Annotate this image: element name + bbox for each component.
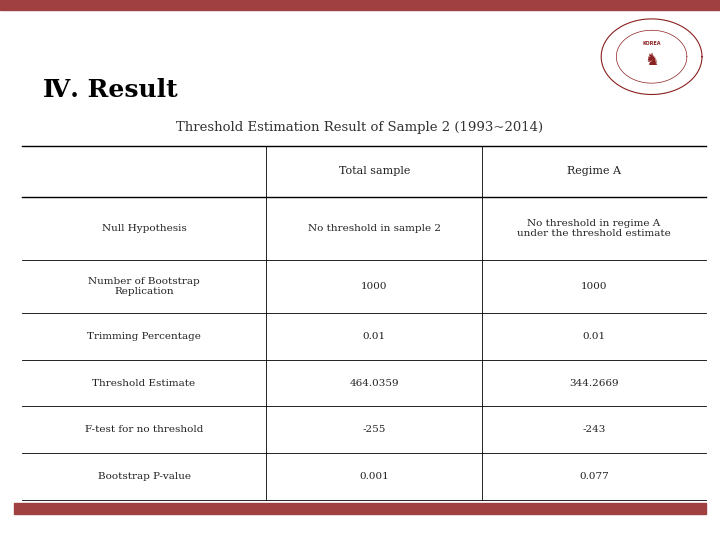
Text: 1000: 1000: [581, 282, 607, 291]
Text: Trimming Percentage: Trimming Percentage: [87, 332, 201, 341]
Text: -243: -243: [582, 425, 606, 434]
Text: Total sample: Total sample: [338, 166, 410, 177]
Text: Threshold Estimate: Threshold Estimate: [92, 379, 196, 388]
Text: Bootstrap P-value: Bootstrap P-value: [97, 472, 191, 481]
Bar: [14, 503, 706, 514]
Text: Ⅳ. Result: Ⅳ. Result: [43, 78, 178, 102]
Text: 0.077: 0.077: [579, 472, 609, 481]
Text: 464.0359: 464.0359: [350, 379, 399, 388]
Text: F-test for no threshold: F-test for no threshold: [85, 425, 203, 434]
Text: 1000: 1000: [361, 282, 387, 291]
Text: 344.2669: 344.2669: [570, 379, 618, 388]
Text: Number of Bootstrap
Replication: Number of Bootstrap Replication: [88, 277, 200, 296]
Text: No threshold in regime A
under the threshold estimate: No threshold in regime A under the thres…: [517, 219, 671, 238]
Text: 0.01: 0.01: [363, 332, 386, 341]
Text: ♞: ♞: [644, 51, 659, 70]
Text: Regime A: Regime A: [567, 166, 621, 177]
Text: -255: -255: [363, 425, 386, 434]
Text: Null Hypothesis: Null Hypothesis: [102, 224, 186, 233]
Text: Threshold Estimation Result of Sample 2 (1993~2014): Threshold Estimation Result of Sample 2 …: [176, 122, 544, 134]
Text: No threshold in sample 2: No threshold in sample 2: [308, 224, 441, 233]
Text: 0.01: 0.01: [582, 332, 606, 341]
Text: 0.001: 0.001: [359, 472, 390, 481]
Bar: [0, 0, 720, 10]
Text: KOREA: KOREA: [642, 41, 661, 46]
